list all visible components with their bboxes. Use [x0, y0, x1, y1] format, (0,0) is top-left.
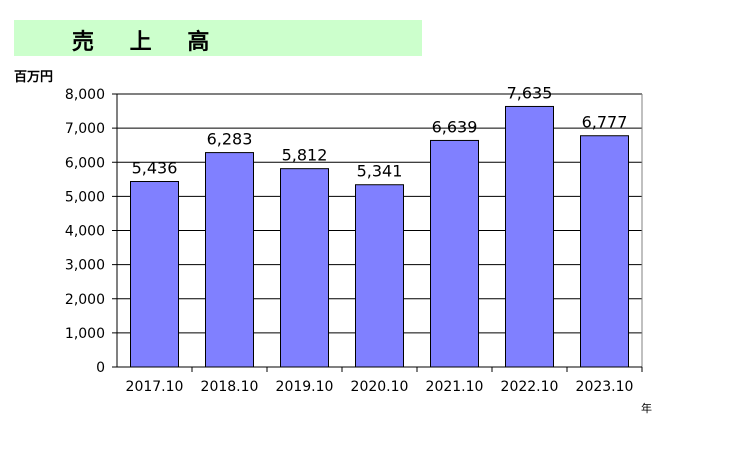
- data-label: 7,635: [507, 83, 553, 102]
- bar: [430, 139, 479, 368]
- y-tick-label: 6,000: [65, 155, 105, 171]
- data-label: 6,283: [207, 130, 253, 149]
- data-label: 5,436: [132, 158, 178, 177]
- y-tick-label: 2,000: [65, 292, 105, 308]
- x-tick-label: 2023.10: [576, 379, 634, 395]
- data-label: 5,812: [282, 146, 328, 165]
- bar: [505, 105, 554, 368]
- data-label: 5,341: [357, 162, 403, 181]
- bar: [130, 180, 179, 368]
- y-tick-label: 1,000: [65, 326, 105, 342]
- y-tick-label: 5,000: [65, 189, 105, 205]
- title-banner: 売 上 高: [14, 20, 422, 56]
- data-label: 6,777: [582, 113, 628, 132]
- x-tick-label: 2018.10: [201, 379, 259, 395]
- y-axis-unit-label: 百万円: [14, 70, 54, 85]
- y-tick-label: 4,000: [65, 224, 105, 240]
- x-tick-label: 2020.10: [351, 379, 409, 395]
- bar: [280, 168, 329, 368]
- y-tick-label: 7,000: [65, 121, 105, 137]
- chart-title: 売 上 高: [72, 30, 224, 55]
- x-tick-label: 2022.10: [501, 379, 559, 395]
- x-tick-label: 2021.10: [426, 379, 484, 395]
- y-tick-label: 3,000: [65, 258, 105, 274]
- x-tick-label: 2019.10: [276, 379, 334, 395]
- bar: [205, 152, 254, 368]
- x-axis-unit-label: 年: [641, 402, 652, 415]
- y-tick-label: 8,000: [65, 87, 105, 103]
- bar: [355, 184, 404, 368]
- data-label: 6,639: [432, 117, 478, 136]
- y-tick-label: 0: [96, 360, 105, 376]
- x-tick-label: 2017.10: [126, 379, 184, 395]
- bar: [580, 135, 629, 368]
